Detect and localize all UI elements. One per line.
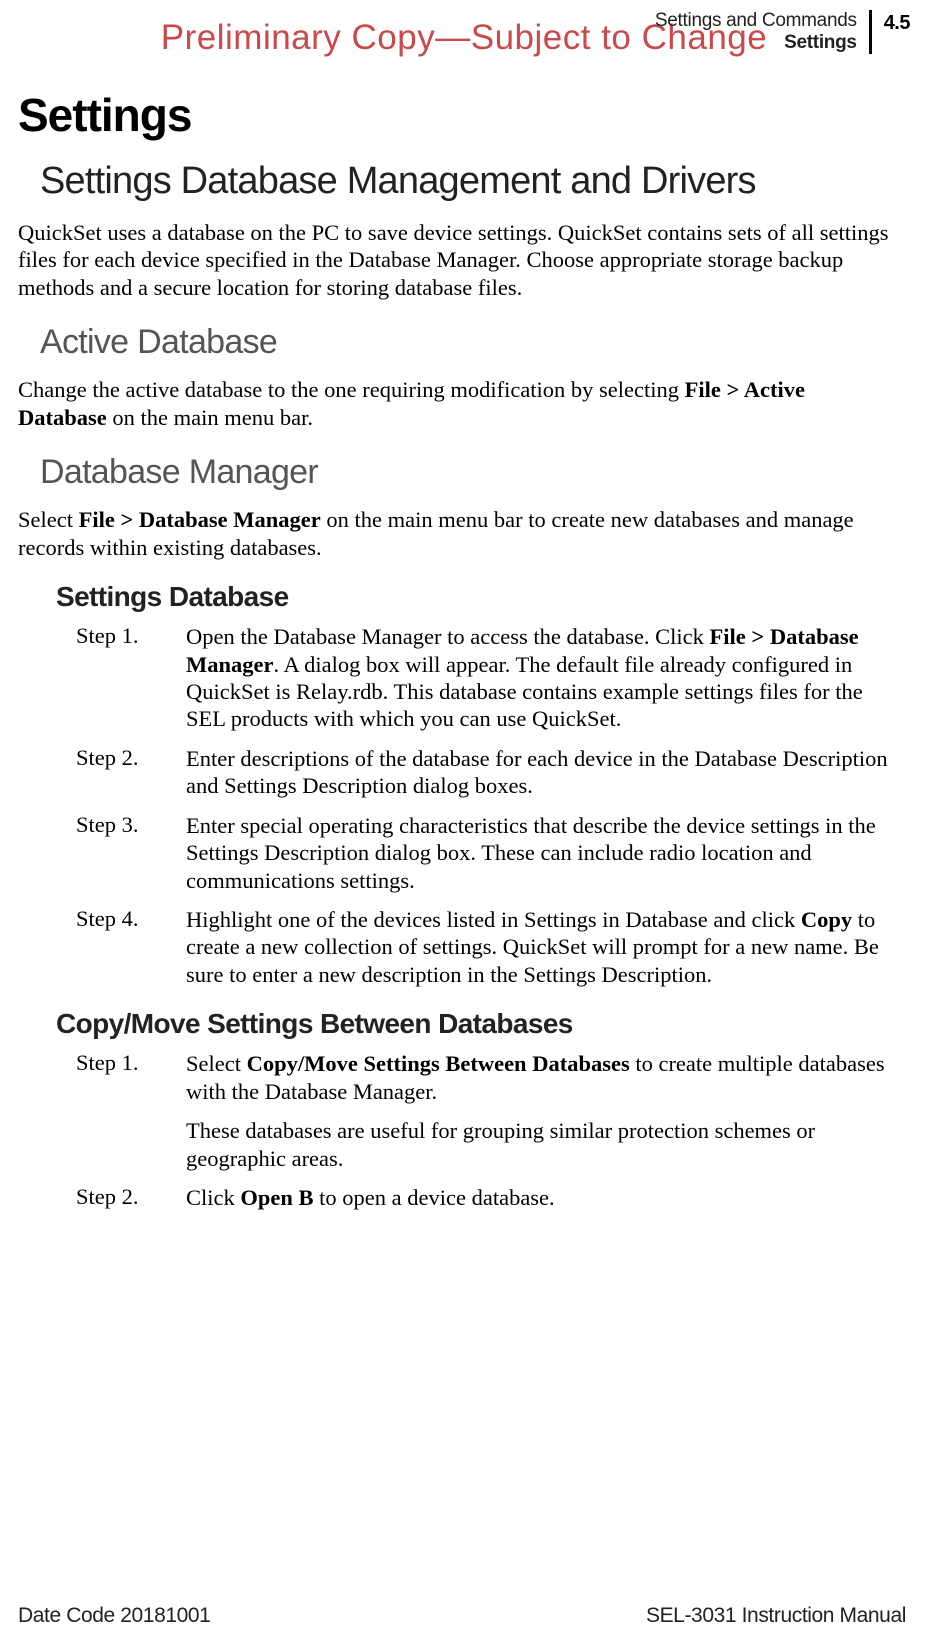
step-body: Click Open B to open a device database. bbox=[186, 1184, 898, 1211]
step-row: Step 1. Select Copy/Move Settings Betwee… bbox=[76, 1050, 898, 1172]
button-name: Open B bbox=[240, 1185, 313, 1210]
text: on the main menu bar. bbox=[107, 405, 313, 430]
step-para: Select Copy/Move Settings Between Databa… bbox=[186, 1050, 898, 1105]
step-label: Step 3. bbox=[76, 812, 186, 894]
heading-active-database: Active Database bbox=[40, 323, 898, 362]
text: Highlight one of the devices listed in S… bbox=[186, 907, 801, 932]
step-row: Step 2. Enter descriptions of the databa… bbox=[76, 745, 898, 800]
header-chapter: Settings and Commands bbox=[655, 10, 857, 32]
footer-manual-title: SEL-3031 Instruction Manual bbox=[646, 1604, 906, 1628]
step-body: Highlight one of the devices listed in S… bbox=[186, 906, 898, 988]
step-row: Step 4. Highlight one of the devices lis… bbox=[76, 906, 898, 988]
step-body: Enter descriptions of the database for e… bbox=[186, 745, 898, 800]
menu-path: File > Database Manager bbox=[79, 507, 321, 532]
text: Click bbox=[186, 1185, 240, 1210]
database-manager-paragraph: Select File > Database Manager on the ma… bbox=[18, 506, 898, 561]
intro-paragraph: QuickSet uses a database on the PC to sa… bbox=[18, 219, 898, 301]
header-divider bbox=[869, 10, 872, 54]
heading-1: Settings bbox=[18, 88, 898, 142]
heading-2: Settings Database Management and Drivers bbox=[40, 160, 898, 203]
step-label: Step 2. bbox=[76, 745, 186, 800]
heading-settings-database: Settings Database bbox=[56, 581, 898, 613]
page-header: Settings and Commands Settings 4.5 bbox=[655, 10, 910, 54]
header-titles: Settings and Commands Settings bbox=[655, 10, 857, 54]
button-name: Copy bbox=[801, 907, 852, 932]
text: Open the Database Manager to access the … bbox=[186, 624, 710, 649]
step-label: Step 1. bbox=[76, 623, 186, 733]
page: Preliminary Copy—Subject to Change Setti… bbox=[0, 0, 928, 1642]
step-row: Step 2. Click Open B to open a device da… bbox=[76, 1184, 898, 1211]
text: Select bbox=[186, 1051, 247, 1076]
step-para: These databases are useful for grouping … bbox=[186, 1117, 898, 1172]
footer-date-code: Date Code 20181001 bbox=[18, 1604, 210, 1628]
step-row: Step 3. Enter special operating characte… bbox=[76, 812, 898, 894]
header-section: Settings bbox=[655, 32, 857, 54]
step-label: Step 2. bbox=[76, 1184, 186, 1211]
step-body: Select Copy/Move Settings Between Databa… bbox=[186, 1050, 898, 1172]
heading-copy-move: Copy/Move Settings Between Databases bbox=[56, 1008, 898, 1040]
step-row: Step 1. Open the Database Manager to acc… bbox=[76, 623, 898, 733]
step-label: Step 4. bbox=[76, 906, 186, 988]
text: Change the active database to the one re… bbox=[18, 377, 685, 402]
page-footer: Date Code 20181001 SEL-3031 Instruction … bbox=[18, 1604, 906, 1628]
heading-database-manager: Database Manager bbox=[40, 453, 898, 492]
text: . A dialog box will appear. The default … bbox=[186, 652, 863, 732]
step-label: Step 1. bbox=[76, 1050, 186, 1172]
active-database-paragraph: Change the active database to the one re… bbox=[18, 376, 898, 431]
text: to open a device database. bbox=[314, 1185, 555, 1210]
page-number: 4.5 bbox=[884, 12, 910, 35]
text: Select bbox=[18, 507, 79, 532]
command-name: Copy/Move Settings Between Databases bbox=[247, 1051, 630, 1076]
step-body: Enter special operating characteristics … bbox=[186, 812, 898, 894]
content: Settings Settings Database Management an… bbox=[18, 88, 898, 1224]
step-body: Open the Database Manager to access the … bbox=[186, 623, 898, 733]
